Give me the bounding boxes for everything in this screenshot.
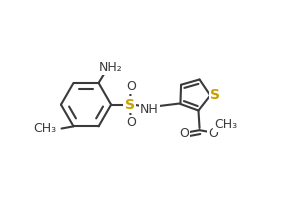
Text: S: S bbox=[125, 98, 135, 112]
Text: O: O bbox=[126, 80, 136, 93]
Text: O: O bbox=[208, 126, 218, 140]
Text: CH₃: CH₃ bbox=[33, 122, 56, 135]
Text: CH₃: CH₃ bbox=[214, 118, 237, 131]
Text: O: O bbox=[126, 116, 136, 129]
Text: S: S bbox=[210, 89, 220, 102]
Text: O: O bbox=[179, 127, 189, 140]
Text: NH₂: NH₂ bbox=[99, 61, 122, 74]
Text: NH: NH bbox=[140, 102, 159, 116]
